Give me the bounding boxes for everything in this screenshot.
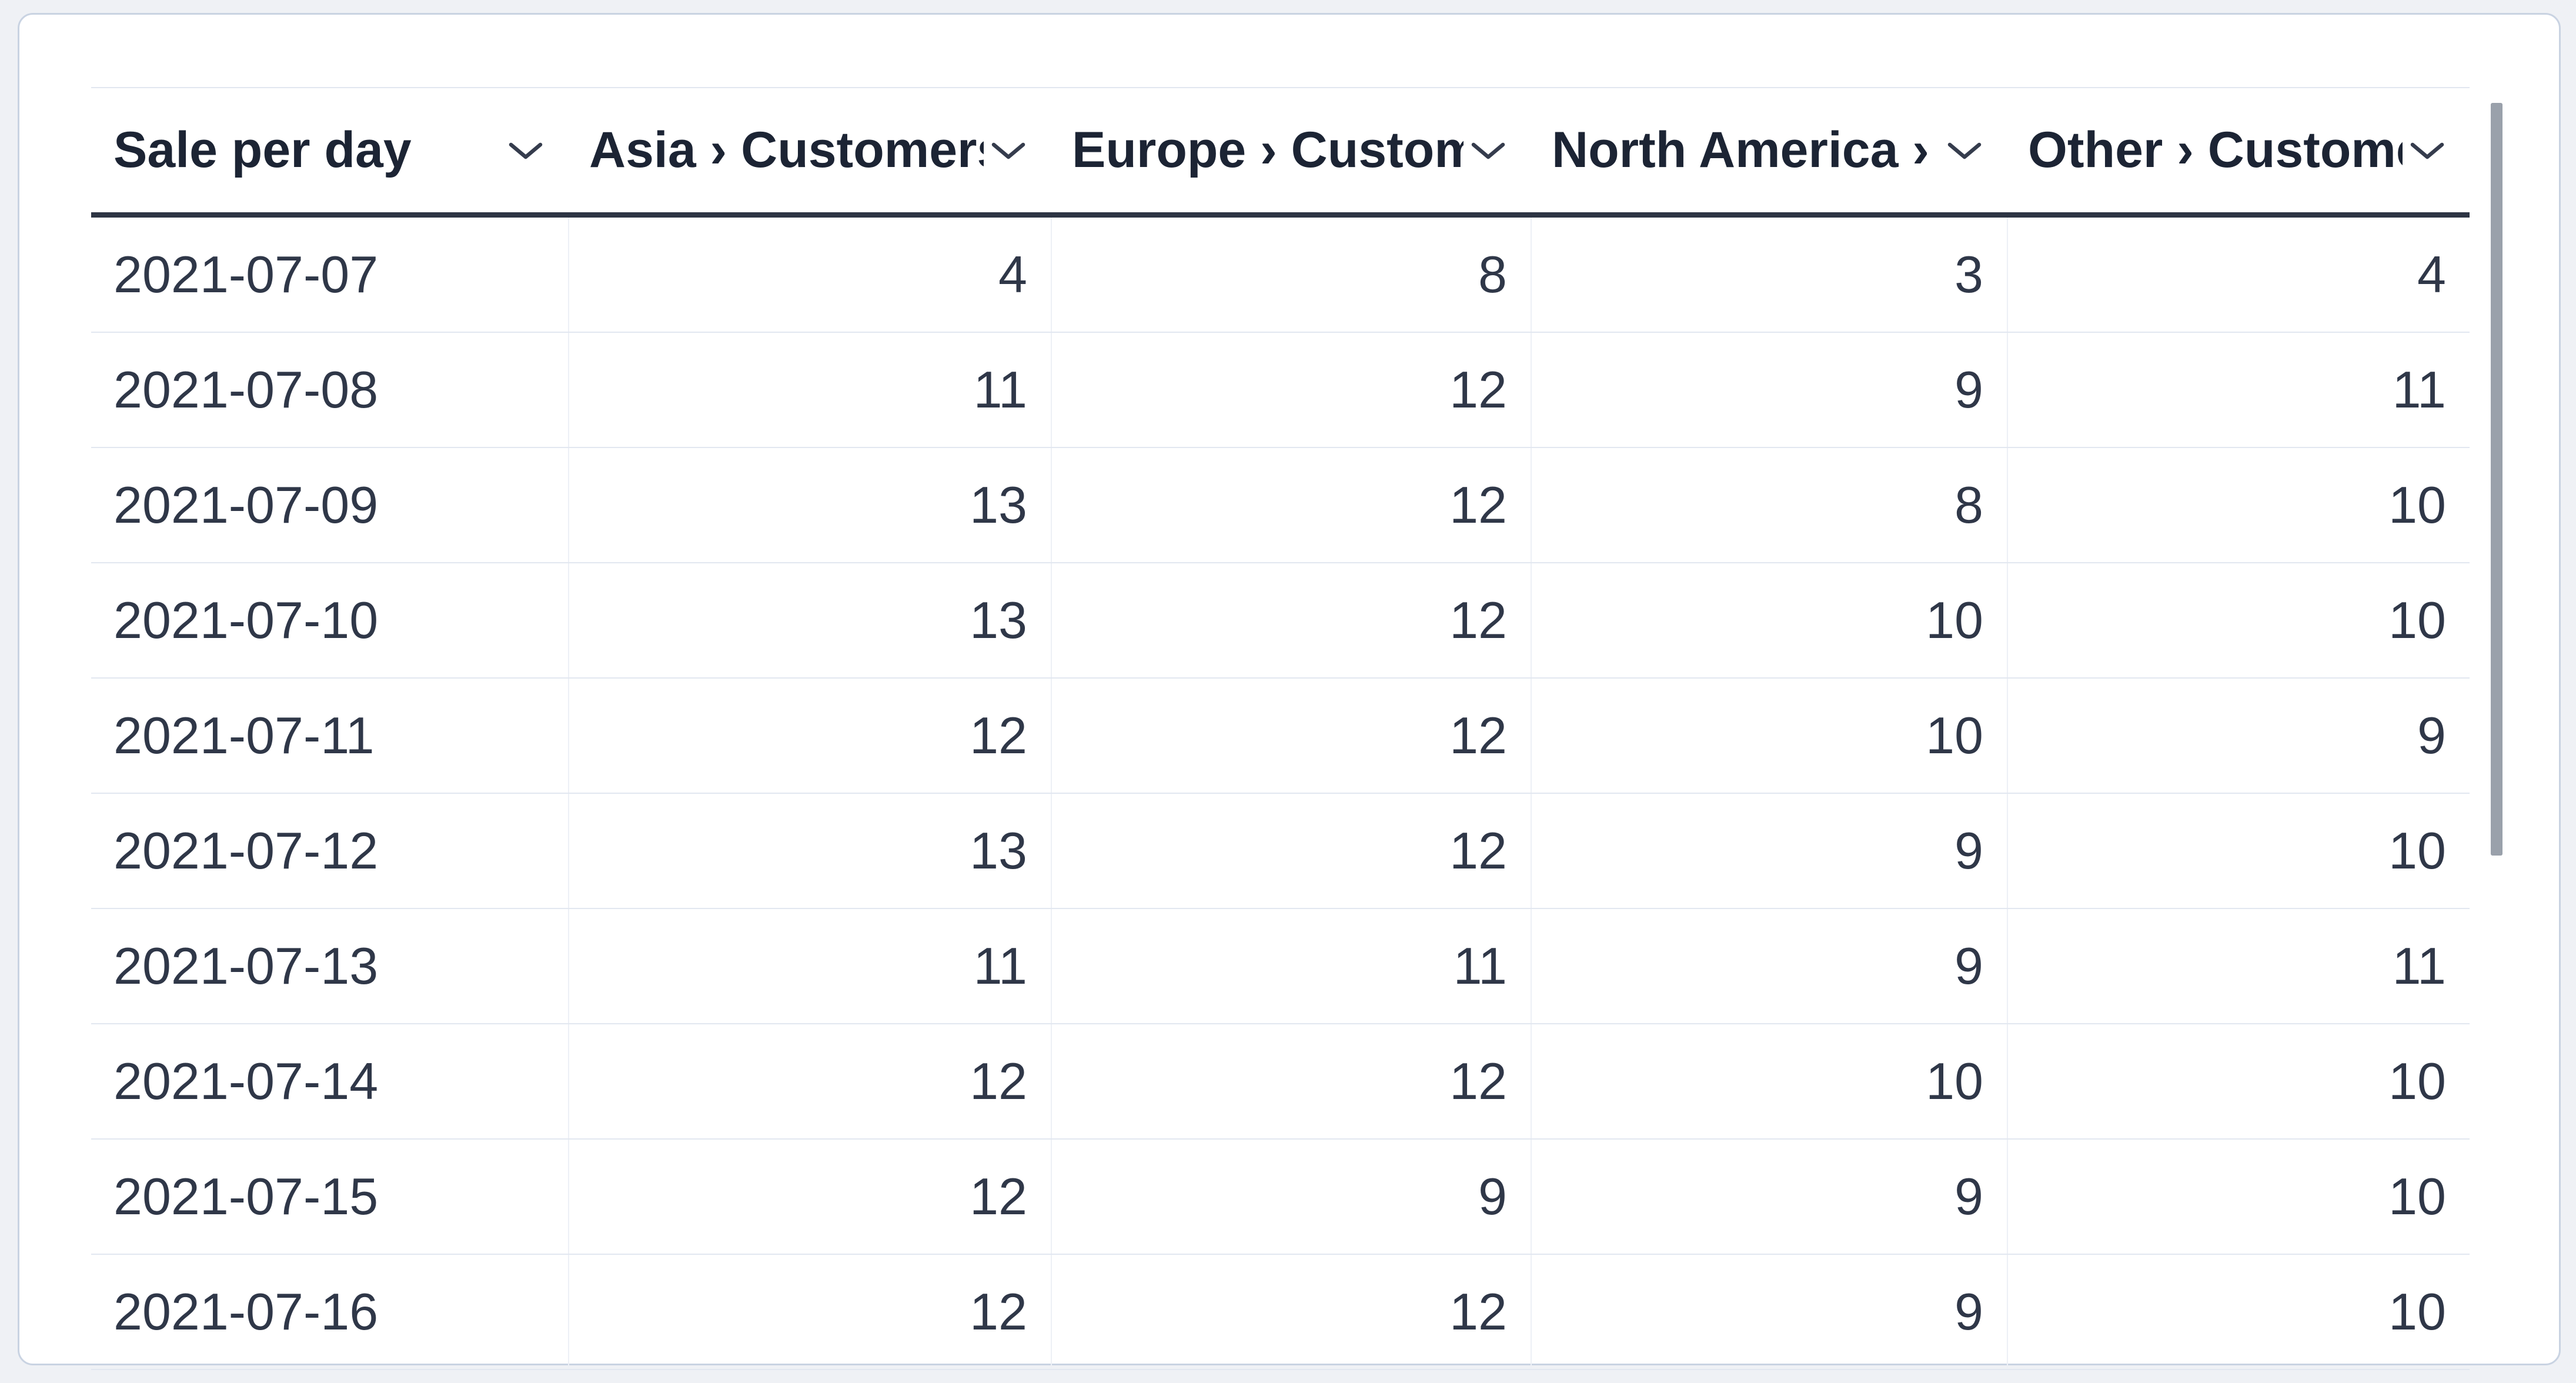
- column-header-other-customers[interactable]: Other › Customers: [2007, 88, 2470, 212]
- date-cell[interactable]: 2021-07-09: [113, 476, 379, 534]
- date-cell[interactable]: 2021-07-16: [113, 1282, 379, 1341]
- value-cell-north-america[interactable]: 9: [1531, 1140, 2007, 1254]
- value-cell-asia[interactable]: 12: [568, 1140, 1051, 1254]
- column-header-asia-customers[interactable]: Asia › Customers: [568, 88, 1051, 212]
- value-cell-north-america[interactable]: 9: [1531, 1255, 2007, 1369]
- value-cell-north-america[interactable]: 9: [1531, 909, 2007, 1023]
- date-cell[interactable]: 2021-07-08: [113, 360, 379, 419]
- value-cell-asia[interactable]: 13: [568, 563, 1051, 677]
- date-cell[interactable]: 2021-07-12: [113, 821, 379, 880]
- table-row: 2021-07-13 11 11 9 11: [91, 909, 2470, 1024]
- value-cell-north-america[interactable]: 10: [1531, 563, 2007, 677]
- value-cell-other[interactable]: 10: [2007, 448, 2470, 562]
- table-row: 2021-07-14 12 12 10 10: [91, 1024, 2470, 1140]
- value-cell-other[interactable]: 9: [2007, 679, 2470, 793]
- column-header-europe-customers[interactable]: Europe › Customers: [1051, 88, 1531, 212]
- column-header-sale-per-day[interactable]: Sale per day: [91, 88, 568, 212]
- value-cell-europe[interactable]: 12: [1051, 563, 1531, 677]
- value-cell-europe[interactable]: 12: [1051, 794, 1531, 908]
- value-cell-asia[interactable]: 4: [568, 218, 1051, 332]
- table-header-row: Sale per day Asia › Customers Europe › C…: [91, 87, 2470, 218]
- date-cell[interactable]: 2021-07-10: [113, 591, 379, 649]
- value-cell-europe[interactable]: 12: [1051, 679, 1531, 793]
- value-cell-europe[interactable]: 11: [1051, 909, 1531, 1023]
- chevron-down-icon: [1947, 142, 1982, 159]
- chevron-down-icon: [991, 142, 1025, 159]
- table-row: 2021-07-09 13 12 8 10: [91, 448, 2470, 563]
- value-cell-europe[interactable]: 12: [1051, 1024, 1531, 1138]
- value-cell-asia[interactable]: 12: [568, 1255, 1051, 1369]
- table-row: 2021-07-08 11 12 9 11: [91, 333, 2470, 448]
- date-cell[interactable]: 2021-07-15: [113, 1167, 379, 1225]
- column-header-label: North America › Customers: [1552, 122, 1940, 178]
- value-cell-asia[interactable]: 11: [568, 333, 1051, 447]
- value-cell-other[interactable]: 4: [2007, 218, 2470, 332]
- value-cell-europe[interactable]: 12: [1051, 1255, 1531, 1369]
- date-cell[interactable]: 2021-07-07: [113, 245, 379, 303]
- value-cell-other[interactable]: 10: [2007, 794, 2470, 908]
- table-card: Sale per day Asia › Customers Europe › C…: [18, 13, 2561, 1370]
- value-cell-asia[interactable]: 13: [568, 448, 1051, 562]
- date-cell[interactable]: 2021-07-11: [113, 706, 375, 764]
- value-cell-other[interactable]: 10: [2007, 1024, 2470, 1138]
- table-row: 2021-07-07 4 8 3 4: [91, 218, 2470, 333]
- value-cell-other[interactable]: 10: [2007, 1255, 2470, 1369]
- column-header-label: Other › Customers: [2028, 122, 2403, 178]
- value-cell-asia[interactable]: 11: [568, 909, 1051, 1023]
- column-header-label: Europe › Customers: [1072, 122, 1464, 178]
- value-cell-north-america[interactable]: 3: [1531, 218, 2007, 332]
- value-cell-asia[interactable]: 12: [568, 1024, 1051, 1138]
- vertical-scrollbar-thumb[interactable]: [2491, 103, 2503, 856]
- value-cell-europe[interactable]: 12: [1051, 448, 1531, 562]
- value-cell-other[interactable]: 10: [2007, 1140, 2470, 1254]
- value-cell-north-america[interactable]: 8: [1531, 448, 2007, 562]
- sales-table: Sale per day Asia › Customers Europe › C…: [91, 87, 2470, 1378]
- table-row: 2021-07-11 12 12 10 9: [91, 679, 2470, 794]
- chevron-down-icon: [509, 142, 543, 159]
- value-cell-north-america[interactable]: 10: [1531, 1024, 2007, 1138]
- value-cell-europe[interactable]: 8: [1051, 218, 1531, 332]
- column-header-label: Sale per day: [113, 122, 412, 178]
- chevron-down-icon: [1471, 142, 1505, 159]
- column-header-north-america-customers[interactable]: North America › Customers: [1531, 88, 2007, 212]
- value-cell-europe[interactable]: 12: [1051, 333, 1531, 447]
- table-row: 2021-07-16 12 12 9 10: [91, 1255, 2470, 1370]
- value-cell-north-america[interactable]: 9: [1531, 333, 2007, 447]
- table-body: 2021-07-07 4 8 3 4 2021-07-08 11 12 9 11…: [91, 218, 2470, 1370]
- value-cell-other[interactable]: 10: [2007, 563, 2470, 677]
- table-row: 2021-07-10 13 12 10 10: [91, 563, 2470, 679]
- value-cell-other[interactable]: 11: [2007, 333, 2470, 447]
- value-cell-other[interactable]: 11: [2007, 909, 2470, 1023]
- column-header-label: Asia › Customers: [589, 122, 984, 178]
- table-row: 2021-07-12 13 12 9 10: [91, 794, 2470, 909]
- date-cell[interactable]: 2021-07-14: [113, 1052, 379, 1110]
- value-cell-north-america[interactable]: 9: [1531, 794, 2007, 908]
- chevron-down-icon: [2410, 142, 2444, 159]
- value-cell-europe[interactable]: 9: [1051, 1140, 1531, 1254]
- date-cell[interactable]: 2021-07-13: [113, 937, 379, 995]
- table-row: 2021-07-15 12 9 9 10: [91, 1140, 2470, 1255]
- value-cell-asia[interactable]: 13: [568, 794, 1051, 908]
- value-cell-asia[interactable]: 12: [568, 679, 1051, 793]
- value-cell-north-america[interactable]: 10: [1531, 679, 2007, 793]
